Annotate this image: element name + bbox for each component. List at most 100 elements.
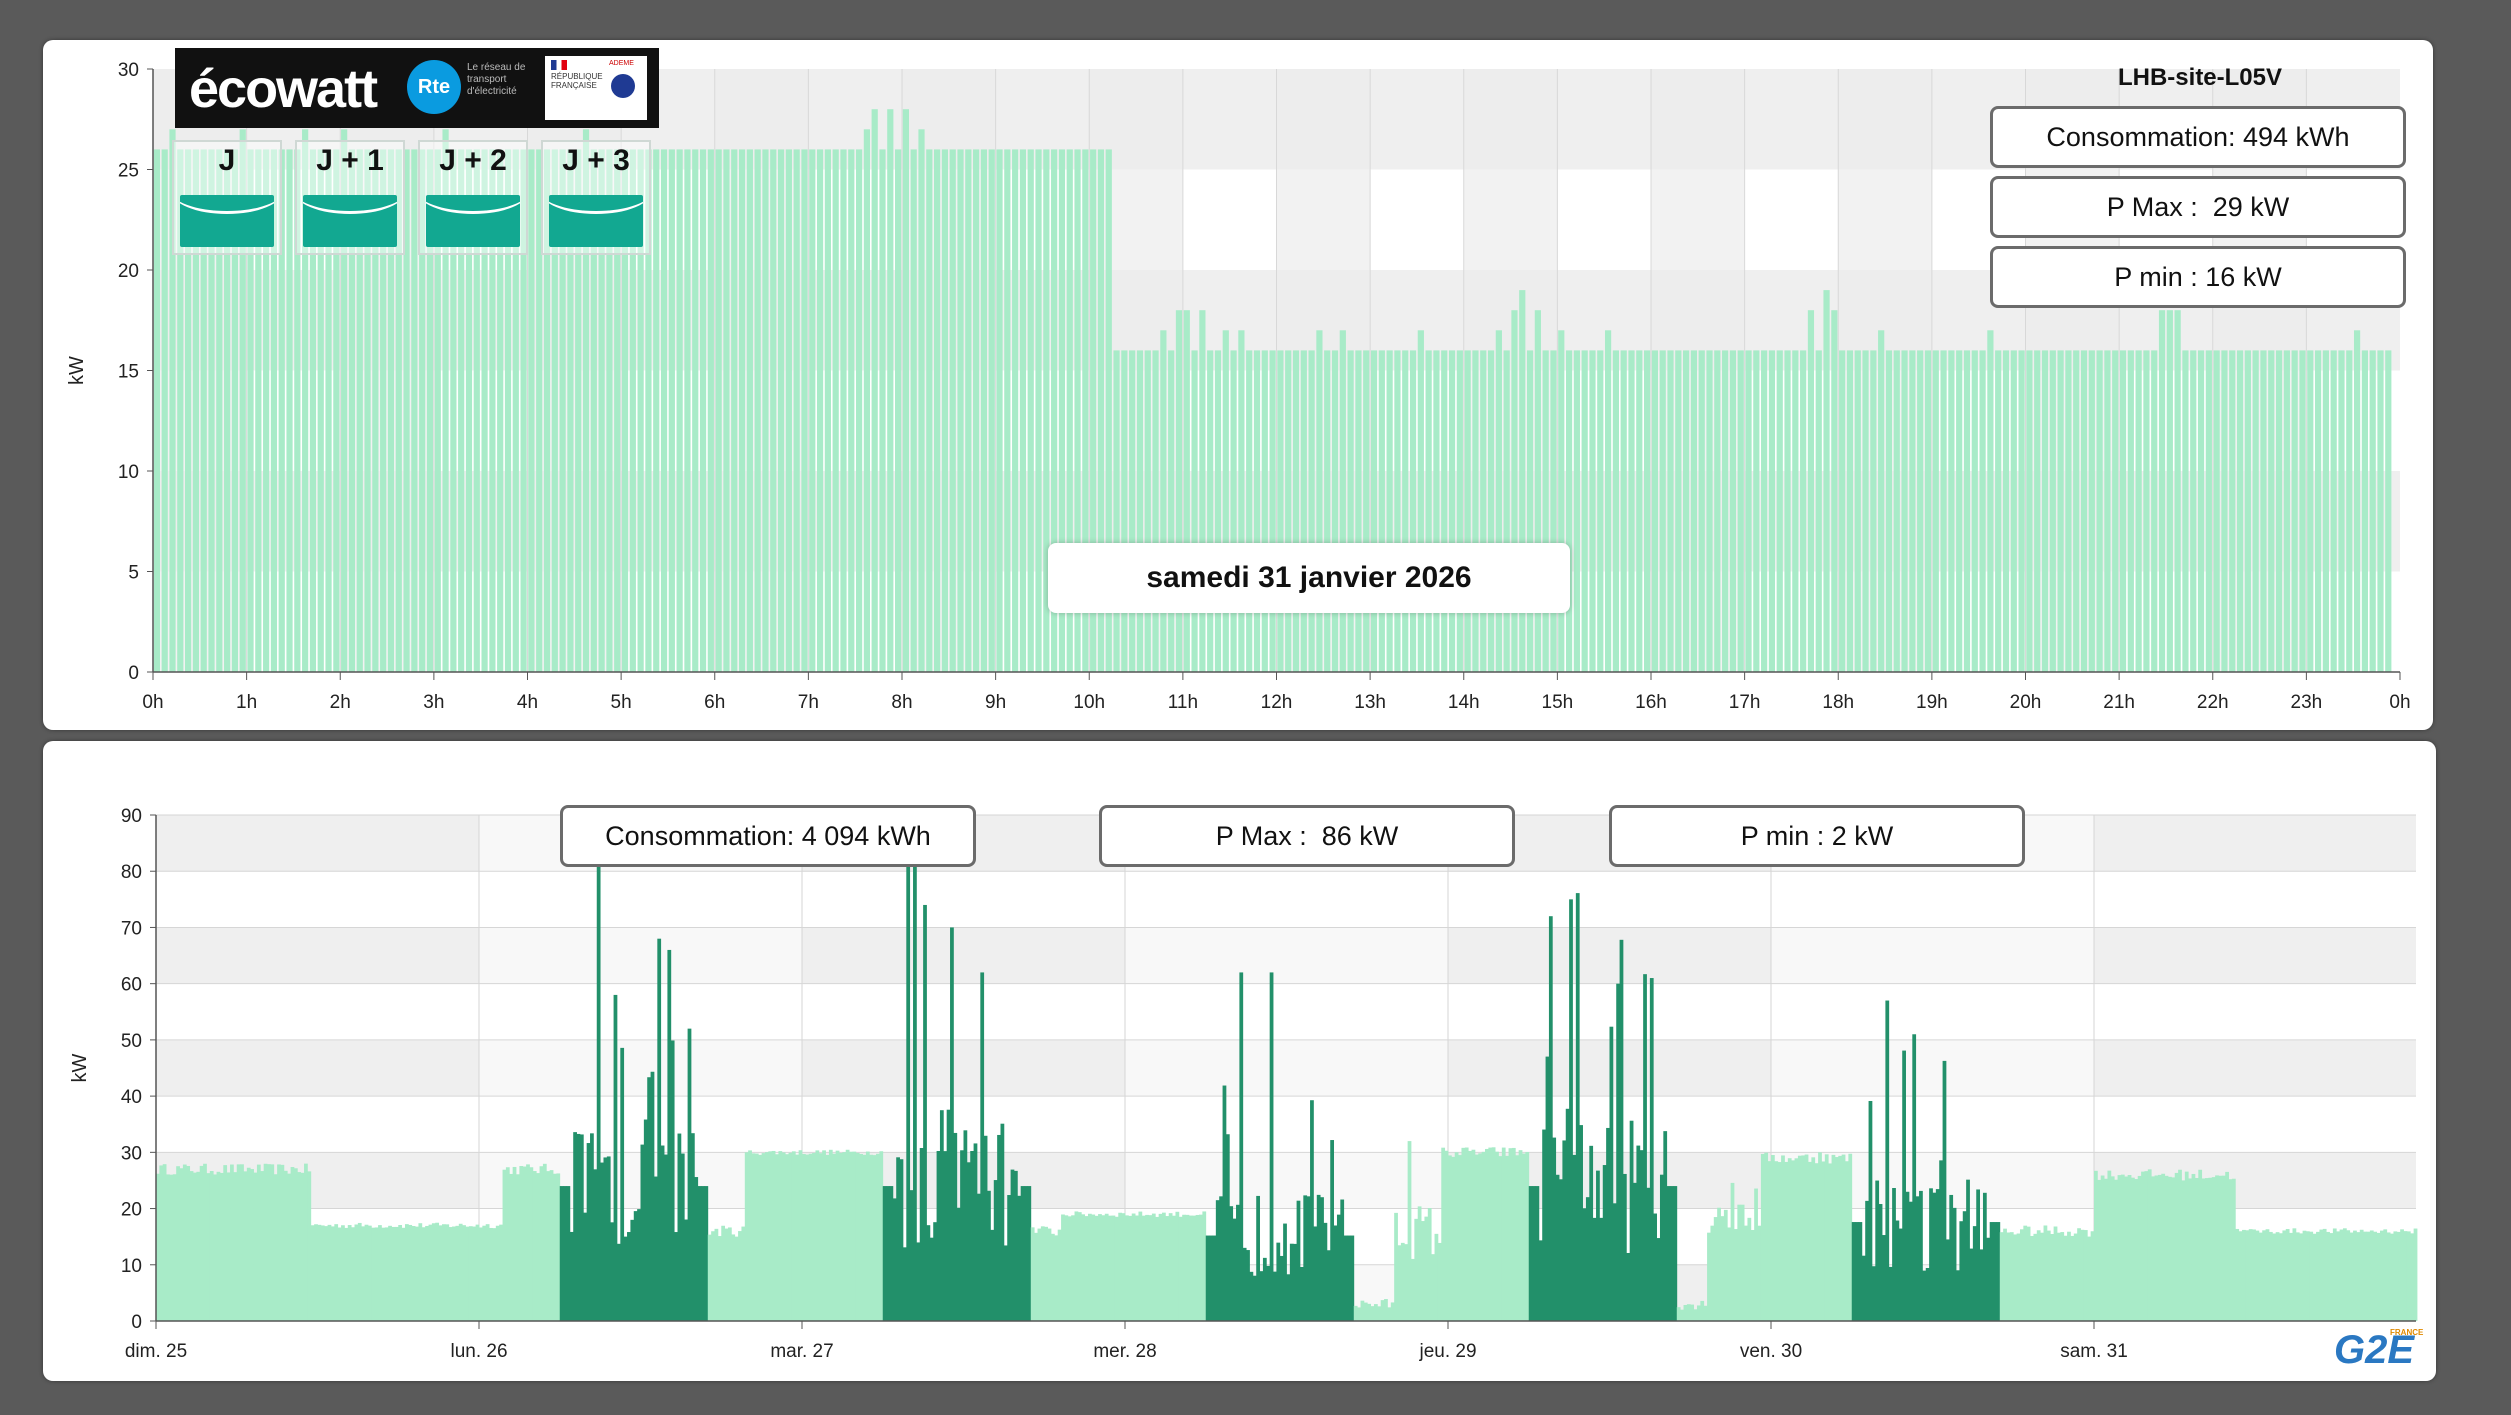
weekly-bar bbox=[1188, 1215, 1193, 1321]
weekly-bar bbox=[2157, 1174, 2162, 1321]
weekly-bar bbox=[788, 1152, 793, 1321]
weekly-bar bbox=[1404, 1244, 1409, 1321]
daily-bar bbox=[1893, 350, 1900, 672]
weekly-bar bbox=[2248, 1229, 2253, 1321]
weekly-bar bbox=[1067, 1216, 1072, 1321]
daily-bar bbox=[2002, 350, 2010, 672]
daily-ytick-label: 0 bbox=[128, 663, 139, 684]
weekly-bar bbox=[1236, 1204, 1240, 1321]
daily-bar bbox=[1261, 350, 1268, 672]
weekly-bar bbox=[1915, 1196, 1920, 1321]
weekly-bar bbox=[320, 1225, 325, 1321]
weekly-bar bbox=[2056, 1232, 2061, 1321]
ecowatt-day-j3[interactable]: J + 3 bbox=[541, 140, 651, 255]
daily-bar bbox=[746, 149, 753, 672]
weekly-bar bbox=[159, 1165, 164, 1321]
weekly-bar bbox=[1286, 1274, 1291, 1321]
weekly-bar bbox=[1474, 1154, 1479, 1321]
weekly-bar bbox=[697, 1186, 702, 1321]
weekly-bar bbox=[1979, 1249, 1984, 1321]
weekly-bar bbox=[1367, 1303, 1372, 1321]
weekly-bar bbox=[1225, 1134, 1230, 1321]
weekly-bar bbox=[216, 1171, 221, 1321]
weekly-bar bbox=[1363, 1302, 1368, 1321]
weekly-bar bbox=[869, 1154, 874, 1321]
daily-bar bbox=[1253, 350, 1261, 672]
weekly-bar bbox=[1410, 1258, 1415, 1321]
weekly-bar bbox=[2406, 1231, 2411, 1321]
weekly-ytick-label: 80 bbox=[121, 862, 142, 883]
weekly-bar bbox=[182, 1164, 187, 1321]
weekly-bar bbox=[172, 1174, 177, 1321]
weekly-bar bbox=[950, 927, 954, 1321]
weekly-bar bbox=[704, 1186, 709, 1321]
daily-bar bbox=[1222, 330, 1229, 672]
weekly-bar bbox=[2154, 1175, 2159, 1321]
daily-bar bbox=[528, 149, 535, 672]
weekly-bar bbox=[1205, 1235, 1210, 1321]
weekly-bar bbox=[2339, 1229, 2344, 1321]
weekly-bar bbox=[919, 1148, 924, 1321]
weekly-bar bbox=[2188, 1178, 2192, 1321]
weekly-xtick-label: dim. 25 bbox=[125, 1341, 187, 1362]
daily-bar bbox=[894, 149, 902, 672]
weekly-bar bbox=[425, 1225, 429, 1321]
weekly-bar bbox=[2147, 1169, 2152, 1321]
daily-bar bbox=[1784, 350, 1791, 672]
weekly-bar bbox=[421, 1227, 426, 1321]
weekly-bar bbox=[2043, 1225, 2048, 1321]
weekly-bar bbox=[889, 1186, 894, 1321]
daily-bar bbox=[2322, 350, 2329, 672]
ecowatt-banner[interactable]: écowatt Rte Le réseau de transport d'éle… bbox=[175, 48, 659, 128]
weekly-bar bbox=[1760, 1153, 1765, 1321]
daily-column-band bbox=[714, 69, 809, 672]
weekly-bar bbox=[2067, 1231, 2071, 1321]
weekly-bar bbox=[987, 1190, 991, 1321]
weekly-bar bbox=[559, 1186, 564, 1321]
daily-bar bbox=[762, 149, 769, 672]
weekly-bar bbox=[1639, 1150, 1644, 1321]
weekly-bar bbox=[694, 1177, 699, 1321]
weekly-bar bbox=[1882, 1235, 1886, 1321]
daily-xtick-label: 17h bbox=[1729, 692, 1761, 713]
weekly-bar bbox=[351, 1227, 355, 1321]
weekly-bar bbox=[2292, 1228, 2297, 1321]
weekly-bar bbox=[1831, 1154, 1836, 1321]
weekly-bar bbox=[2396, 1231, 2401, 1321]
weekly-bar bbox=[1407, 1141, 1412, 1321]
daily-bar bbox=[653, 149, 660, 672]
daily-bar bbox=[692, 149, 699, 672]
weekly-bar bbox=[1209, 1235, 1213, 1321]
weekly-bar bbox=[2356, 1232, 2361, 1321]
weekly-bar bbox=[2242, 1229, 2246, 1321]
daily-bar bbox=[1675, 350, 1682, 672]
daily-ylabel: kW bbox=[66, 356, 88, 385]
weekly-bar bbox=[1548, 916, 1553, 1321]
weekly-bar bbox=[2225, 1171, 2229, 1321]
weekly-bar bbox=[2003, 1228, 2007, 1321]
weekly-bar bbox=[1841, 1154, 1846, 1321]
weekly-bar bbox=[1626, 1252, 1631, 1321]
daily-bar bbox=[988, 149, 995, 672]
weekly-bar bbox=[246, 1167, 251, 1321]
weekly-bar bbox=[926, 1225, 931, 1321]
weekly-bar bbox=[960, 1150, 964, 1321]
weekly-bar bbox=[1098, 1214, 1102, 1321]
ecowatt-day-j2[interactable]: J + 2 bbox=[418, 140, 528, 255]
ecowatt-day-j[interactable]: J bbox=[172, 140, 282, 255]
daily-column-band bbox=[1838, 69, 1932, 672]
ecowatt-day-j1[interactable]: J + 1 bbox=[295, 140, 405, 255]
weekly-bar bbox=[1464, 1147, 1469, 1321]
weekly-bar bbox=[1353, 1305, 1358, 1321]
weekly-bar bbox=[590, 1133, 594, 1321]
weekly-bar bbox=[997, 1134, 1001, 1321]
weekly-bar bbox=[1797, 1155, 1802, 1321]
daily-bar bbox=[1815, 350, 1822, 672]
weekly-bar bbox=[1659, 1174, 1664, 1321]
daily-bar bbox=[153, 149, 161, 672]
daily-bar bbox=[263, 149, 270, 672]
daily-bar bbox=[1121, 350, 1128, 672]
daily-bar bbox=[2229, 350, 2236, 672]
weekly-bar bbox=[616, 1243, 621, 1321]
daily-bar bbox=[2096, 350, 2103, 672]
